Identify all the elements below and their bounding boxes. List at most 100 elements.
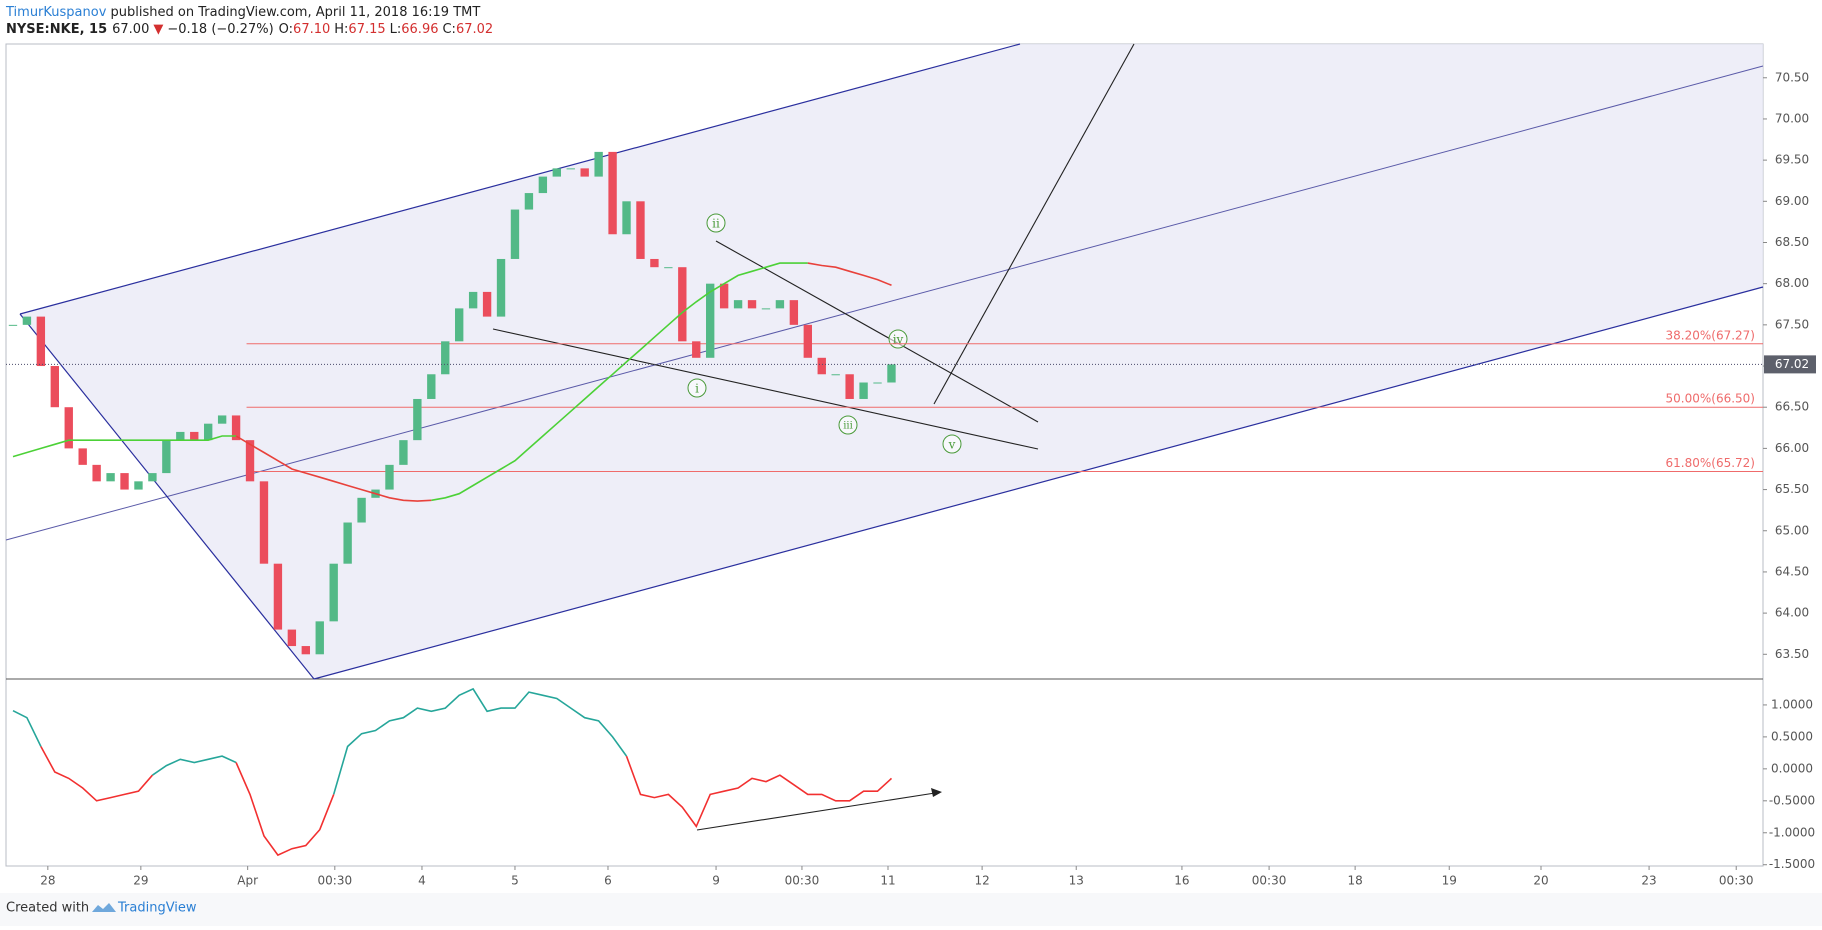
x-tick-label: 5 bbox=[511, 874, 519, 888]
impulse-line bbox=[19, 313, 315, 680]
candle bbox=[162, 440, 171, 474]
y-tick-label: 67.50 bbox=[1775, 317, 1809, 331]
candle bbox=[217, 415, 227, 424]
candle bbox=[706, 283, 715, 358]
candle bbox=[315, 621, 324, 655]
candle bbox=[64, 407, 73, 449]
wave-circle bbox=[687, 378, 707, 398]
candle bbox=[106, 473, 115, 482]
ohlc-value: 67.15 bbox=[348, 22, 385, 37]
x-tick-label: 18 bbox=[1347, 874, 1362, 888]
series-line bbox=[332, 687, 628, 795]
wedge-lower bbox=[492, 328, 1039, 450]
candle bbox=[231, 415, 241, 441]
footer-brand[interactable]: TradingView bbox=[117, 901, 197, 916]
wave-labels: i ii iii iv v bbox=[687, 213, 962, 454]
candle bbox=[803, 324, 812, 358]
author[interactable]: TimurKuspanov bbox=[5, 5, 107, 20]
candle bbox=[678, 267, 687, 342]
header-line-2: NYSE:NKE, 15 67.00 ▼ −0.18 (−0.27%) O:67.10 H… bbox=[6, 22, 493, 37]
series-line bbox=[235, 435, 432, 502]
candle bbox=[873, 382, 882, 384]
candle bbox=[190, 431, 199, 441]
y-tick-label: 69.50 bbox=[1775, 153, 1809, 167]
y-tick-label: 68.00 bbox=[1775, 276, 1809, 290]
ohlc-label: C: bbox=[442, 22, 455, 37]
y-tick-label: -1.0000 bbox=[1769, 825, 1815, 839]
series-line bbox=[12, 435, 237, 458]
candle bbox=[636, 201, 645, 259]
x-tick-label: 00:30 bbox=[1719, 874, 1754, 888]
candle bbox=[552, 168, 561, 177]
candle bbox=[831, 374, 840, 376]
last-price-box bbox=[1764, 355, 1816, 374]
candle bbox=[608, 151, 617, 235]
candle bbox=[468, 291, 478, 309]
series-line bbox=[40, 746, 154, 802]
candle bbox=[622, 201, 631, 235]
logo[interactable] bbox=[92, 903, 116, 912]
y-tick-label: 65.00 bbox=[1775, 523, 1809, 537]
x-tick-label: 28 bbox=[40, 874, 55, 888]
candle bbox=[287, 629, 297, 647]
candle bbox=[301, 646, 310, 655]
arrow-head bbox=[931, 788, 942, 797]
candle bbox=[719, 283, 729, 309]
plot-frame bbox=[5, 43, 1764, 867]
candle bbox=[510, 209, 520, 259]
candle bbox=[22, 316, 32, 325]
channel-lower bbox=[313, 286, 1764, 680]
candle bbox=[817, 357, 826, 375]
wave-label: iv bbox=[893, 333, 904, 347]
y-tick-label: -0.5000 bbox=[1769, 793, 1815, 807]
candle bbox=[120, 473, 129, 490]
ohlc-value: 66.96 bbox=[401, 22, 438, 37]
y-tick-label: 64.50 bbox=[1775, 564, 1809, 578]
fib-label: 61.80%(65.72) bbox=[1666, 456, 1755, 470]
candle bbox=[329, 563, 338, 622]
candle bbox=[733, 300, 743, 309]
candle bbox=[845, 374, 854, 399]
candle bbox=[789, 300, 799, 325]
candle bbox=[176, 431, 185, 441]
fib-label: 38.20%(67.27) bbox=[1666, 328, 1755, 342]
channel-fill bbox=[20, 44, 1763, 679]
candle bbox=[8, 324, 18, 326]
candle bbox=[273, 563, 283, 630]
wave-label: i bbox=[695, 382, 699, 396]
x-tick-label: 19 bbox=[1442, 874, 1457, 888]
wave-label: ii bbox=[712, 217, 720, 231]
ohlc-label: O: bbox=[279, 22, 293, 37]
candle bbox=[580, 168, 589, 177]
last: 67.00 bbox=[112, 22, 149, 37]
ohlc-label: H: bbox=[334, 22, 348, 37]
x-tick-label: 00:30 bbox=[318, 874, 353, 888]
series-line bbox=[235, 762, 335, 857]
change: −0.18 (−0.27%) bbox=[167, 22, 273, 37]
wave-circle bbox=[942, 434, 962, 454]
x-tick-label: Apr bbox=[237, 874, 258, 888]
ohlc-value: 67.02 bbox=[456, 22, 493, 37]
footer-band bbox=[0, 893, 1822, 926]
series-line bbox=[12, 709, 42, 747]
last-price-label: 67.02 bbox=[1775, 357, 1809, 371]
change-arrow: ▼ bbox=[153, 22, 163, 37]
candle bbox=[594, 151, 603, 177]
candle bbox=[664, 267, 673, 269]
candle bbox=[134, 481, 143, 490]
candle bbox=[761, 308, 771, 310]
y-tick-label: 0.0000 bbox=[1771, 761, 1813, 775]
candle bbox=[538, 176, 548, 194]
x-tick-label: 12 bbox=[974, 874, 989, 888]
candle bbox=[859, 382, 868, 399]
wedge-upper bbox=[715, 240, 1039, 423]
channel-upper bbox=[19, 43, 1021, 315]
x-tick-label: 13 bbox=[1069, 874, 1084, 888]
channel-middle bbox=[5, 65, 1764, 541]
candle bbox=[566, 168, 575, 170]
candle bbox=[92, 464, 101, 482]
y-tick-label: 0.5000 bbox=[1771, 729, 1813, 743]
candle bbox=[245, 440, 255, 482]
candle bbox=[496, 258, 506, 317]
symbol: NYSE:NKE, 15 bbox=[6, 22, 107, 37]
